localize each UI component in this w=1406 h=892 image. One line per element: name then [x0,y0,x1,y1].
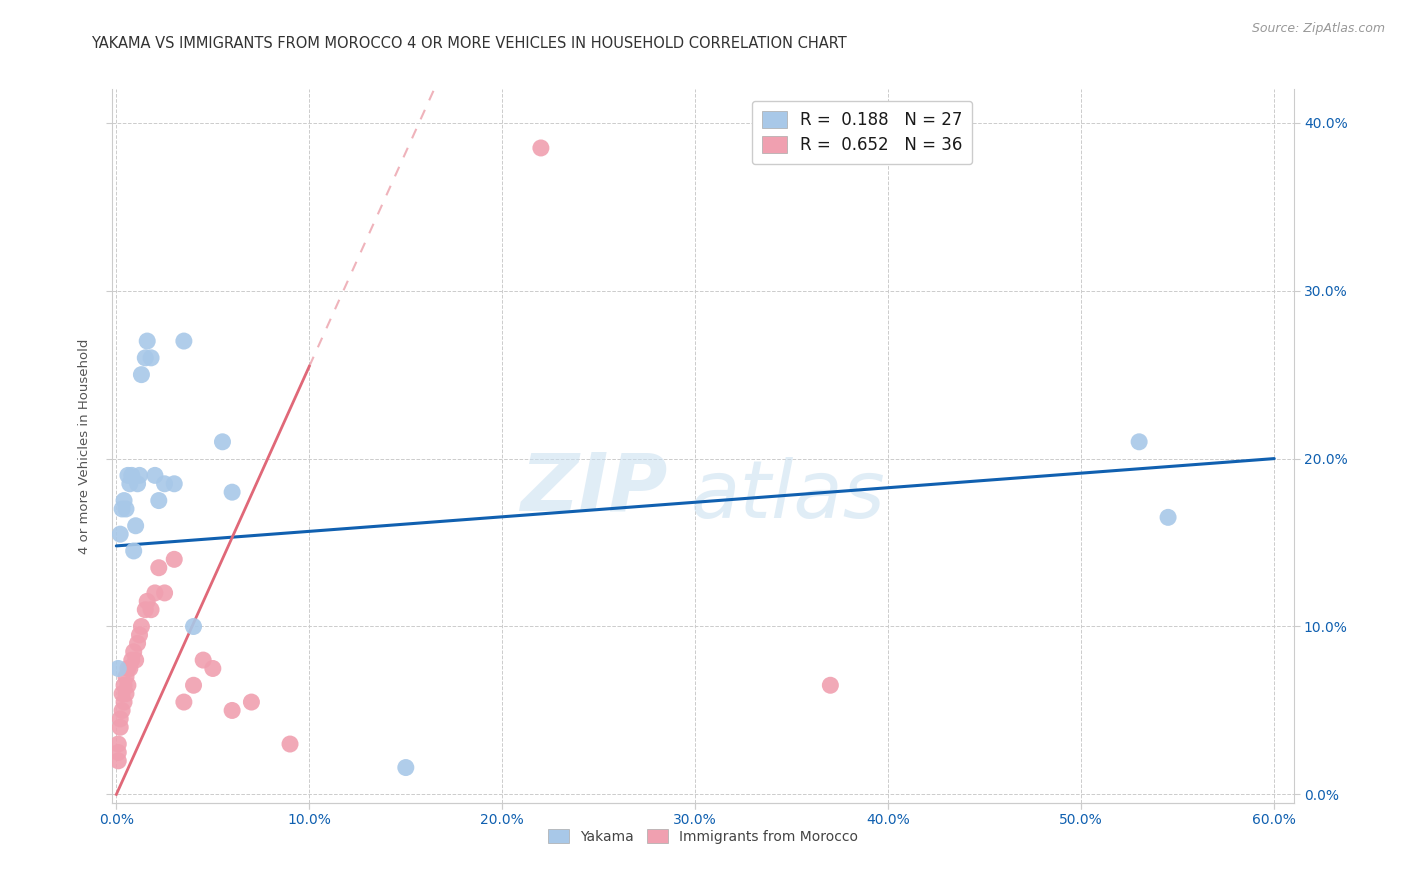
Text: ZIP: ZIP [520,450,668,528]
Point [128,468,150,483]
Point [121,468,143,483]
Point [143,468,166,483]
Point [122,645,145,659]
Point [111,687,134,701]
Legend: Yakama, Immigrants from Morocco: Yakama, Immigrants from Morocco [543,823,863,849]
Point [117,468,139,483]
Point [153,586,176,600]
Point [107,746,129,760]
Point [134,603,156,617]
Point [221,485,243,500]
Point [111,703,134,717]
Point [118,661,141,675]
Point [148,493,170,508]
Point [163,476,186,491]
Point [128,628,150,642]
Point [115,502,138,516]
Point [395,760,418,774]
Point [111,502,134,516]
Point [127,636,149,650]
Point [108,712,131,726]
Point [173,334,195,348]
Point [124,518,146,533]
Point [108,720,131,734]
Point [193,653,215,667]
Point [112,493,135,508]
Point [139,351,162,365]
Point [124,653,146,667]
Point [107,737,129,751]
Point [122,544,145,558]
Point [163,552,186,566]
Point [121,653,143,667]
Point [112,678,135,692]
Point [117,661,139,675]
Point [183,619,205,633]
Point [278,737,301,751]
Point [139,603,162,617]
Point [173,695,195,709]
Point [131,619,153,633]
Point [112,695,135,709]
Point [115,687,138,701]
Text: Source: ZipAtlas.com: Source: ZipAtlas.com [1251,22,1385,36]
Point [1157,510,1180,524]
Point [240,695,263,709]
Point [107,661,129,675]
Point [127,476,149,491]
Point [136,334,159,348]
Point [148,560,170,574]
Y-axis label: 4 or more Vehicles in Household: 4 or more Vehicles in Household [77,338,91,554]
Point [131,368,153,382]
Point [820,678,842,692]
Point [118,476,141,491]
Point [108,527,131,541]
Point [143,586,166,600]
Point [153,476,176,491]
Point [1128,434,1150,449]
Text: YAKAMA VS IMMIGRANTS FROM MOROCCO 4 OR MORE VEHICLES IN HOUSEHOLD CORRELATION CH: YAKAMA VS IMMIGRANTS FROM MOROCCO 4 OR M… [91,36,848,51]
Point [134,351,156,365]
Point [530,141,553,155]
Point [136,594,159,608]
Point [107,754,129,768]
Point [211,434,233,449]
Point [115,670,138,684]
Point [183,678,205,692]
Text: atlas: atlas [692,457,886,535]
Point [201,661,224,675]
Point [221,703,243,717]
Point [117,678,139,692]
